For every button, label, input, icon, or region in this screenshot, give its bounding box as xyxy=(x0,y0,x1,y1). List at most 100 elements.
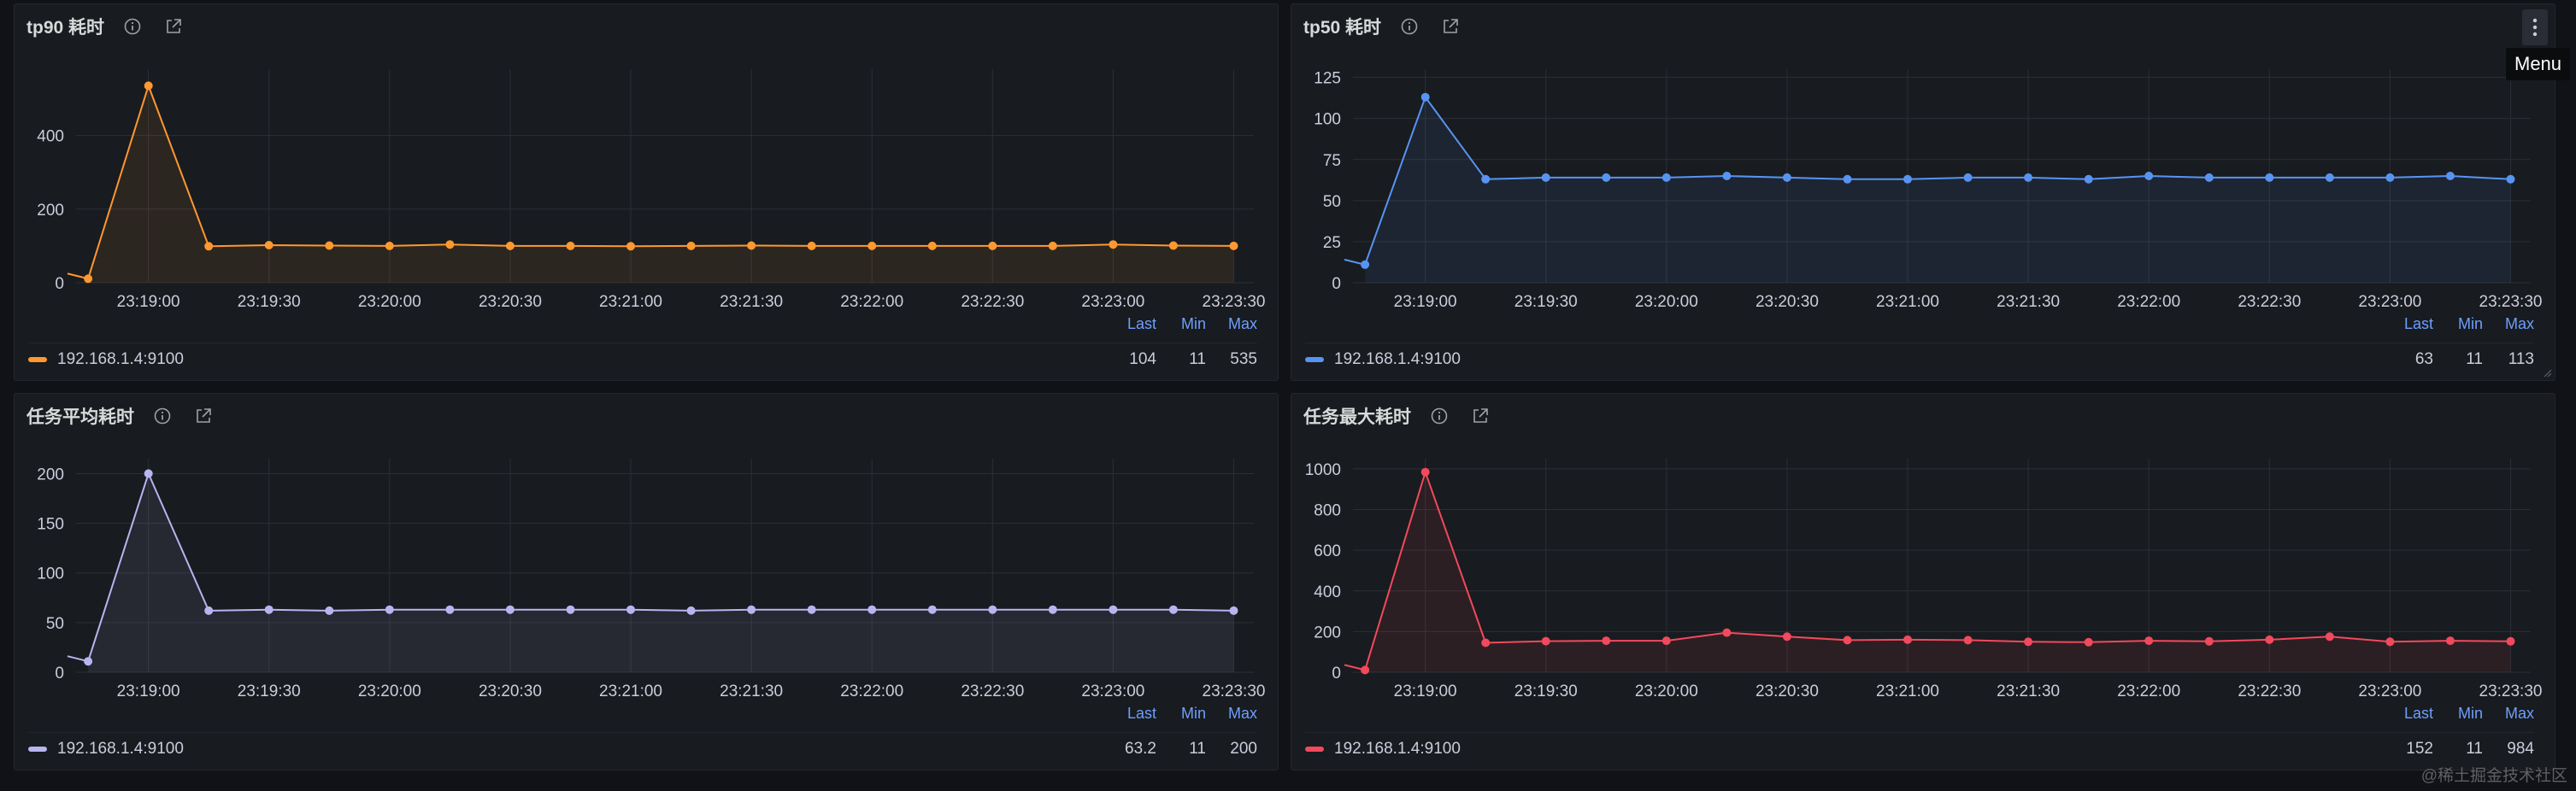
series-line xyxy=(1364,96,2511,266)
legend-row[interactable]: 192.168.1.4:9100 104 11 535 xyxy=(28,343,1257,376)
legend-max-value: 200 xyxy=(1230,740,1257,758)
panel-tp50: tp50 耗时 0 25 50 75 100 125 23:19:00 23:19:30 23:… xyxy=(1291,3,2555,381)
data-point xyxy=(2325,632,2334,642)
legend-header-min[interactable]: Min xyxy=(1180,705,1206,722)
series-area xyxy=(88,473,1234,672)
x-tick-label: 23:22:30 xyxy=(961,293,1024,311)
x-tick-label: 23:23:00 xyxy=(2358,683,2421,700)
data-point xyxy=(1229,606,1238,615)
data-point xyxy=(1109,240,1118,249)
series-line xyxy=(87,472,1234,662)
data-point xyxy=(1420,467,1430,477)
data-point xyxy=(1903,174,1912,184)
data-point xyxy=(1963,173,1973,182)
x-tick-label: 23:21:30 xyxy=(720,293,783,311)
legend-header-max[interactable]: Max xyxy=(2504,705,2534,722)
x-tick-label: 23:19:00 xyxy=(117,293,180,311)
y-tick-label: 0 xyxy=(1332,665,1341,683)
resize-handle-icon[interactable] xyxy=(2544,369,2552,378)
x-tick-label: 23:20:30 xyxy=(479,683,542,700)
info-circle-icon[interactable] xyxy=(1430,407,1449,425)
x-tick-label: 23:22:00 xyxy=(840,683,903,700)
legend-swatch xyxy=(28,357,47,362)
data-point xyxy=(1168,605,1178,614)
legend-header-last[interactable]: Last xyxy=(1126,315,1156,332)
legend-series-name[interactable]: 192.168.1.4:9100 xyxy=(57,350,184,368)
data-point xyxy=(2506,636,2515,646)
data-point xyxy=(1109,605,1118,614)
y-tick-label: 0 xyxy=(55,275,64,293)
data-point xyxy=(2024,637,2033,647)
panel-menu-button[interactable] xyxy=(2522,9,2548,45)
panel-tp90: tp90 耗时 0 200 400 23:19:00 23:19:30 23:20:00 2… xyxy=(14,3,1279,381)
data-point xyxy=(686,606,696,615)
legend-row[interactable]: 192.168.1.4:9100 63 11 113 xyxy=(1305,343,2534,376)
legend-header-max[interactable]: Max xyxy=(1227,705,1257,722)
data-point xyxy=(445,605,455,614)
data-point xyxy=(2385,637,2395,647)
data-point xyxy=(1168,241,1178,250)
y-tick-label: 600 xyxy=(1314,542,1341,560)
external-link-icon[interactable] xyxy=(194,407,213,425)
data-point xyxy=(1843,636,1852,645)
x-tick-label: 23:20:30 xyxy=(1756,293,1819,311)
data-point xyxy=(2084,174,2093,184)
data-point xyxy=(2506,174,2515,184)
data-point xyxy=(445,240,455,249)
x-tick-label: 23:21:00 xyxy=(1876,683,1939,700)
legend-series-name[interactable]: 192.168.1.4:9100 xyxy=(57,740,184,758)
data-point xyxy=(566,241,575,250)
y-tick-label: 100 xyxy=(37,565,64,583)
x-tick-label: 23:22:30 xyxy=(2238,683,2301,700)
y-tick-label: 25 xyxy=(1323,234,1341,252)
x-tick-label: 23:20:30 xyxy=(479,293,542,311)
legend-header: Last Min Max xyxy=(2382,705,2534,723)
data-point xyxy=(264,605,273,614)
legend-header-max[interactable]: Max xyxy=(2504,315,2534,332)
data-point xyxy=(325,606,334,615)
legend-last-value: 152 xyxy=(2406,740,2433,758)
data-point xyxy=(264,241,273,249)
data-point xyxy=(988,605,997,614)
legend-row[interactable]: 192.168.1.4:9100 152 11 984 xyxy=(1305,732,2534,765)
data-point xyxy=(1541,636,1550,646)
legend-max-value: 984 xyxy=(2507,740,2534,758)
info-circle-icon[interactable] xyxy=(123,17,142,36)
x-tick-label: 23:20:00 xyxy=(1635,683,1698,700)
x-tick-label: 23:21:00 xyxy=(1876,293,1939,311)
legend-max-value: 535 xyxy=(1230,350,1257,368)
series-area xyxy=(88,85,1234,284)
legend-header-max[interactable]: Max xyxy=(1227,315,1257,332)
legend-header-min[interactable]: Min xyxy=(1180,315,1206,332)
data-point xyxy=(686,241,696,250)
legend-row[interactable]: 192.168.1.4:9100 63.2 11 200 xyxy=(28,732,1257,765)
legend-series-name[interactable]: 192.168.1.4:9100 xyxy=(1334,740,1461,758)
legend-header-last[interactable]: Last xyxy=(2403,315,2433,332)
y-tick-label: 200 xyxy=(37,466,64,483)
y-tick-label: 150 xyxy=(37,516,64,534)
x-tick-label: 23:23:30 xyxy=(2479,293,2543,311)
info-circle-icon[interactable] xyxy=(153,407,172,425)
legend-header-last[interactable]: Last xyxy=(1126,705,1156,722)
external-link-icon[interactable] xyxy=(164,17,183,36)
legend-header-min[interactable]: Min xyxy=(2457,315,2483,332)
x-tick-label: 23:20:00 xyxy=(1635,293,1698,311)
external-link-icon[interactable] xyxy=(1471,407,1490,425)
x-tick-label: 23:19:00 xyxy=(1394,683,1457,700)
y-tick-label: 50 xyxy=(46,615,64,633)
legend-series-name[interactable]: 192.168.1.4:9100 xyxy=(1334,350,1461,368)
x-tick-label: 23:19:30 xyxy=(1514,683,1578,700)
data-point xyxy=(747,241,756,250)
legend-swatch xyxy=(28,747,47,752)
info-circle-icon[interactable] xyxy=(1400,17,1419,36)
legend-header-min[interactable]: Min xyxy=(2457,705,2483,722)
x-tick-label: 23:20:00 xyxy=(358,293,421,311)
data-point xyxy=(988,241,997,250)
external-link-icon[interactable] xyxy=(1441,17,1460,36)
watermark: @稀土掘金技术社区 xyxy=(2420,767,2567,785)
chart-plot: 0 200 400 600 800 1000 23:19:00 23:19:30 23:20:0… xyxy=(1305,459,2542,700)
data-point xyxy=(2445,172,2455,180)
data-point xyxy=(84,657,93,666)
legend-header-last[interactable]: Last xyxy=(2403,705,2433,722)
data-point xyxy=(204,606,214,615)
